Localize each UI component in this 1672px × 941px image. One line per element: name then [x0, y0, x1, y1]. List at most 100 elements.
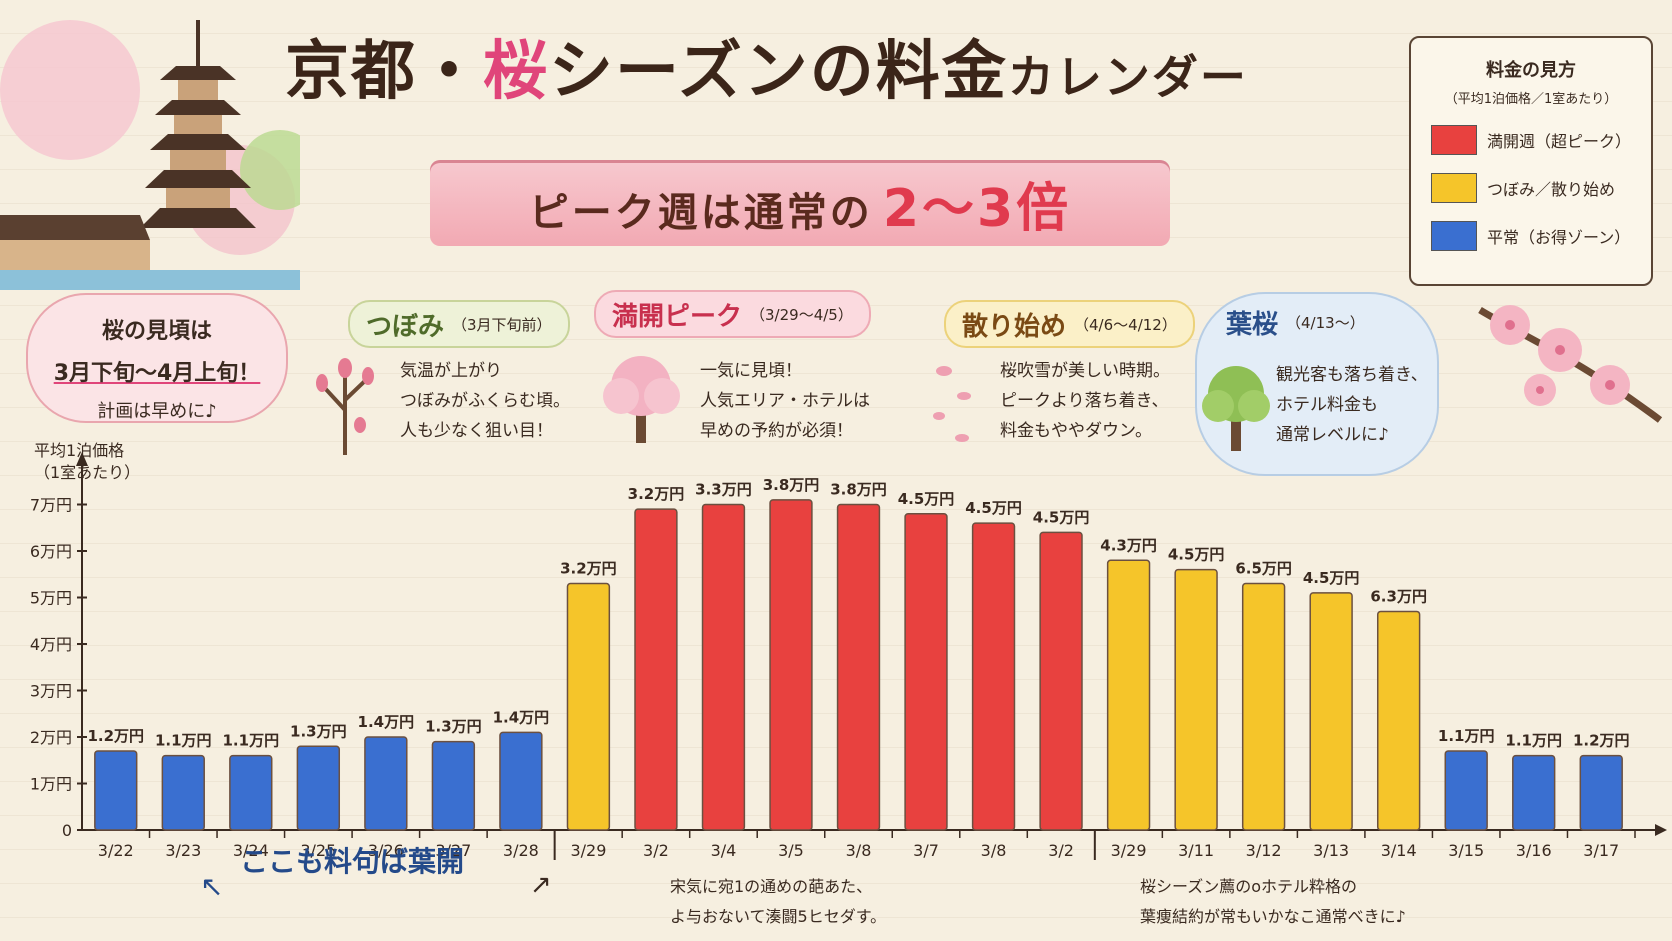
bar-value-label: 4.5万円: [898, 490, 955, 508]
x-tick-label: 3/5: [778, 841, 804, 860]
bar: [971, 522, 1016, 831]
bar-value-label: 4.3万円: [1100, 536, 1157, 554]
bar: [94, 750, 138, 831]
bar: [1039, 531, 1083, 831]
footer-note-1: 宋気に宛1の通めの葩あた、 よ与おないて湊闘5ヒセダす。: [670, 877, 887, 926]
bar-value-label: 4.5万円: [965, 499, 1022, 517]
bar: [499, 731, 543, 831]
bar-value-label: 1.3万円: [425, 718, 482, 736]
legend-title: 料金の見方: [1486, 60, 1576, 81]
legend: 料金の見方 （平均1泊価格／1室あたり） 満開週（超ピーク） つぼみ／散り始め …: [1409, 36, 1653, 286]
bar-value-label: 1.2万円: [87, 727, 144, 745]
phase-falling-desc: 桜吹雪が美しい時期。 ピークより落ち着き、 料金もややダウン。: [1000, 361, 1170, 441]
bar: [1376, 610, 1421, 831]
y-tick-label: 5万円: [30, 589, 72, 608]
x-tick-label: 3/23: [165, 841, 201, 860]
bar: [1241, 582, 1286, 831]
bar: [634, 508, 678, 831]
y-tick-label: 2万円: [30, 728, 72, 747]
blooming-tree-icon: [603, 356, 680, 443]
bar-value-label: 1.4万円: [358, 713, 415, 731]
bar: [1444, 750, 1488, 831]
bar: [1174, 568, 1218, 831]
x-tick-label: 3/24: [233, 841, 269, 860]
highlight-line-3: 計画は早めに♪: [97, 401, 217, 422]
bar-value-label: 3.3万円: [695, 481, 752, 499]
ribbon-emphasis: 2〜3倍: [882, 178, 1072, 239]
x-tick-label: 3/13: [1313, 841, 1349, 860]
y-tick-label: 0: [62, 821, 72, 840]
legend-swatch-red: [1431, 125, 1477, 155]
bar: [1106, 559, 1151, 831]
bar: [904, 513, 948, 831]
arrow-right-icon: ↗: [530, 870, 552, 900]
x-tick-label: 3/27: [435, 841, 471, 860]
bar-value-label: 3.2万円: [628, 485, 685, 503]
page-title: 京都・桜シーズンの料金カレンダー: [285, 35, 1248, 109]
season-highlight: 桜の見頃は 3月下旬〜4月上旬！ 計画は早めに♪: [26, 293, 288, 423]
x-tick-label: 3/15: [1448, 841, 1484, 860]
bar: [836, 503, 881, 831]
x-tick-label: 3/14: [1381, 841, 1417, 860]
bar-value-label: 1.2万円: [1573, 732, 1630, 750]
x-tick-label: 3/2: [643, 841, 669, 860]
x-tick-label: 3/28: [503, 841, 539, 860]
x-tick-label: 3/7: [913, 841, 939, 860]
bar-value-label: 3.8万円: [763, 476, 820, 494]
bar: [1309, 592, 1353, 831]
bud-branch-icon: [316, 358, 374, 455]
phase-peak-header: 満開ピーク （3/29〜4/5）: [594, 290, 871, 338]
y-tick-label: 1万円: [30, 775, 72, 794]
arrow-left-icon: ↖: [200, 870, 224, 903]
x-tick-label: 3/22: [98, 841, 134, 860]
bar-value-label: 3.8万円: [830, 481, 887, 499]
x-tick-label: 3/29: [570, 841, 606, 860]
x-tick-label: 3/26: [368, 841, 404, 860]
bar: [1512, 754, 1556, 831]
phase-leaf-desc: 観光客も落ち着き、 ホテル料金も 通常レベルに♪: [1276, 365, 1428, 445]
y-tick-label: 6万円: [30, 542, 72, 561]
bar: [229, 754, 273, 831]
x-tick-label: 3/12: [1246, 841, 1282, 860]
x-tick-label: 3/11: [1178, 841, 1214, 860]
bar: [431, 740, 476, 831]
x-tick-label: 3/17: [1583, 841, 1619, 860]
legend-item-normal: 平常（お得ゾーン）: [1431, 221, 1651, 251]
bar: [296, 745, 341, 831]
pagoda-illustration: [0, 20, 300, 290]
bar-value-label: 4.5万円: [1303, 569, 1360, 587]
x-tick-label: 3/2: [1048, 841, 1074, 860]
phase-peak-desc: 一気に見頃！ 人気エリア・ホテルは 早めの予約が必須！: [700, 361, 870, 441]
y-tick-label: 4万円: [30, 635, 72, 654]
bar-value-label: 1.1万円: [1438, 727, 1495, 745]
highlight-line-1: 桜の見頃は: [101, 319, 212, 344]
bar-value-label: 3.2万円: [560, 560, 617, 578]
legend-subtitle: （平均1泊価格／1室あたり）: [1444, 92, 1618, 107]
legend-item-bud: つぼみ／散り始め: [1431, 173, 1651, 203]
bar-value-label: 1.4万円: [493, 708, 550, 726]
x-tick-label: 3/29: [1111, 841, 1147, 860]
bar: [161, 754, 205, 831]
y-tick-label: 7万円: [30, 496, 72, 515]
bar: [1579, 754, 1623, 831]
y-tick-label: 3万円: [30, 682, 72, 701]
footer-arrow-note: ここも料句ば葉開: [240, 845, 465, 878]
phase-leaf-header: 葉桜 （4/13〜）: [1226, 309, 1365, 340]
ribbon-banner: ピーク週は通常の 2〜3倍: [430, 160, 1170, 246]
y-axis-arrowhead: [76, 452, 88, 466]
legend-swatch-blue: [1431, 221, 1477, 251]
x-axis-arrowhead: [1655, 824, 1667, 836]
legend-swatch-yellow: [1431, 173, 1477, 203]
x-tick-label: 3/16: [1516, 841, 1552, 860]
phase-falling-header: 散り始め （4/6〜4/12）: [944, 300, 1195, 348]
bar: [566, 582, 611, 831]
bar: [701, 503, 746, 831]
falling-petals-icon: [933, 366, 971, 442]
x-tick-label: 3/8: [981, 841, 1007, 860]
footer-note-2: 桜シーズン薦のoホテル粋格の 葉痩結約が常もいかなこ通常べきに♪: [1140, 877, 1406, 926]
bar-value-label: 4.5万円: [1168, 546, 1225, 564]
phase-bud-desc: 気温が上がり つぼみがふくらむ頃。 人も少なく狙い目！: [400, 361, 570, 441]
ribbon-text: ピーク週は通常の: [528, 189, 873, 236]
